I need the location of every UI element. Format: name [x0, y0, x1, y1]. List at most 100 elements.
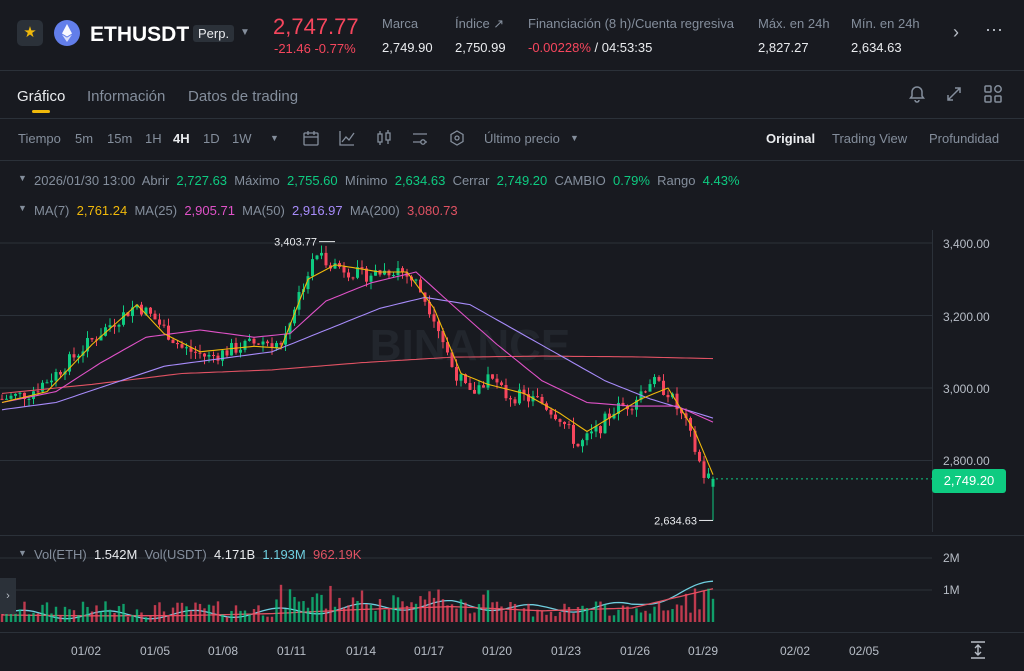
- volume-bar: [36, 613, 40, 622]
- volume-bar: [324, 608, 328, 622]
- ma50-value: 2,916.97: [292, 203, 343, 218]
- candle-body: [86, 338, 89, 352]
- candle-body: [176, 343, 179, 345]
- volume-bar: [297, 601, 301, 622]
- candle-body: [221, 350, 224, 361]
- index-price-label[interactable]: Índice ↗: [455, 16, 505, 31]
- candle-body: [113, 325, 116, 327]
- volume-bar: [135, 609, 139, 622]
- interval-5m[interactable]: 5m: [75, 131, 94, 146]
- volume-bar: [693, 588, 697, 622]
- symbol-dropdown-icon[interactable]: ▼: [240, 27, 250, 38]
- volume-bar: [293, 596, 296, 622]
- volume-bar: [108, 609, 112, 622]
- interval-1w[interactable]: 1W: [232, 131, 252, 146]
- volume-bar: [198, 603, 202, 622]
- tab-trading-data[interactable]: Datos de trading: [188, 88, 299, 105]
- low-marker-label: 2,634.63: [654, 515, 697, 527]
- ma-lines: [1, 264, 714, 620]
- volume-bar: [428, 591, 431, 622]
- close-label: Cerrar: [452, 173, 490, 188]
- collapse-volume-icon[interactable]: ▼: [18, 548, 27, 558]
- candle-type-icon[interactable]: [375, 129, 393, 147]
- volume-bar: [374, 610, 377, 622]
- view-original[interactable]: Original: [766, 131, 816, 146]
- candle-body: [342, 266, 346, 273]
- toolbar-divider: [0, 160, 1024, 161]
- more-options-icon[interactable]: ⋯: [985, 20, 1004, 40]
- candle-body: [320, 252, 323, 256]
- ma25-label: MA(25): [134, 203, 178, 218]
- ma7-label: MA(7): [34, 203, 70, 218]
- candle-body: [698, 451, 701, 462]
- volume-bar: [585, 607, 589, 622]
- vol-ma2-value: 962.19K: [312, 547, 362, 562]
- volume-bar: [635, 608, 638, 622]
- price-type-dropdown-icon[interactable]: ▼: [570, 133, 579, 143]
- volume-bar: [194, 602, 197, 622]
- hexagon-settings-icon[interactable]: [448, 129, 466, 147]
- tab-info[interactable]: Información: [87, 88, 166, 105]
- vol-ma1-value: 1.193M: [262, 547, 306, 562]
- volume-bar: [392, 595, 395, 622]
- volume-bar: [707, 588, 710, 622]
- auto-scale-icon[interactable]: [967, 640, 989, 660]
- layout-grid-icon[interactable]: [982, 83, 1004, 105]
- candle-body: [401, 268, 404, 273]
- vol-usdt-label: Vol(USDT): [144, 547, 207, 562]
- volume-bar: [266, 616, 269, 622]
- candle-body: [432, 314, 436, 322]
- volume-bar: [437, 589, 440, 622]
- time-label: Tiempo: [18, 131, 61, 146]
- last-price: 2,747.77: [273, 14, 359, 39]
- price-type-select[interactable]: Último precio: [484, 131, 560, 146]
- volume-bar: [131, 614, 134, 622]
- interval-1h[interactable]: 1H: [145, 131, 162, 146]
- volume-bar: [248, 614, 251, 622]
- volume-bar: [495, 601, 499, 622]
- volume-bar: [558, 611, 562, 622]
- interval-dropdown-icon[interactable]: ▼: [270, 133, 279, 143]
- candle-body: [437, 321, 440, 332]
- price-chart[interactable]: BINANCE 3,403.77 2,634.63: [0, 160, 1024, 671]
- volume-bar: [257, 605, 260, 622]
- volume-bar: [306, 607, 310, 622]
- candle-body: [270, 343, 274, 349]
- candle-body: [203, 353, 206, 357]
- indicator-icon[interactable]: [338, 129, 356, 147]
- interval-1d[interactable]: 1D: [203, 131, 220, 146]
- volume-bar: [711, 598, 715, 622]
- bell-icon[interactable]: [907, 84, 927, 104]
- interval-4h[interactable]: 4H: [173, 131, 190, 146]
- scroll-left-handle[interactable]: ›: [0, 578, 16, 614]
- candle-body: [419, 279, 422, 293]
- interval-15m[interactable]: 15m: [107, 131, 133, 146]
- volume-bar: [140, 612, 143, 622]
- ticker-header: ★ ETHUSDT Perp. ▼ 2,747.77 -21.46 -0.77%…: [0, 0, 1024, 66]
- collapse-ma-icon[interactable]: ▼: [18, 203, 27, 213]
- tab-chart[interactable]: Gráfico: [17, 88, 66, 105]
- volume-bar: [504, 610, 508, 622]
- volume-bar: [563, 603, 566, 622]
- candle-body: [459, 374, 463, 381]
- collapse-info-icon[interactable]: ▼: [18, 173, 27, 183]
- calendar-icon[interactable]: [302, 129, 320, 147]
- view-trading-view[interactable]: Trading View: [832, 131, 908, 146]
- volume-bar: [671, 609, 674, 622]
- date-tick: 02/05: [849, 644, 880, 658]
- candle-body: [684, 413, 688, 419]
- date-tick: 01/14: [346, 644, 377, 658]
- view-depth[interactable]: Profundidad: [929, 131, 1000, 146]
- volume-tick: 2M: [943, 551, 960, 565]
- settings-sliders-icon[interactable]: [411, 129, 429, 147]
- volume-bar: [176, 602, 179, 622]
- volume-bar: [90, 611, 94, 622]
- favorite-star-icon[interactable]: ★: [17, 20, 43, 46]
- chevron-right-icon[interactable]: ›: [953, 22, 959, 42]
- volume-bar: [369, 604, 373, 622]
- date-tick: 01/02: [71, 644, 102, 658]
- expand-icon[interactable]: [944, 84, 964, 104]
- symbol-name[interactable]: ETHUSDT: [90, 23, 190, 46]
- volume-bar: [171, 607, 175, 622]
- candle-body: [702, 461, 706, 478]
